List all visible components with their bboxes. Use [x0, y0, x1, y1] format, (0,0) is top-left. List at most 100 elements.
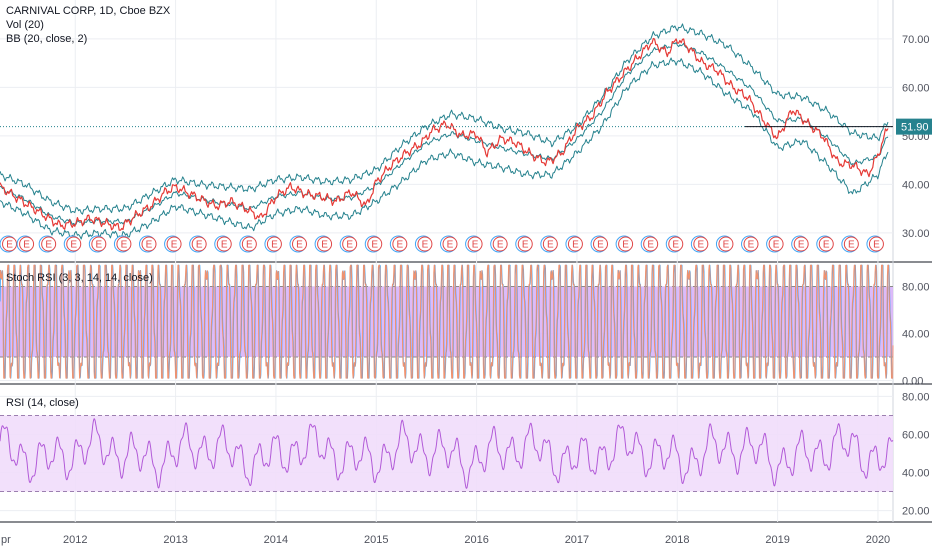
stoch-legend: Stoch RSI (3, 3, 14, 14, close) [6, 271, 153, 285]
earnings-marker [718, 236, 734, 252]
earnings-marker-label: E [321, 240, 328, 251]
earnings-marker [41, 236, 57, 252]
earnings-marker [2, 236, 18, 252]
bb-basis-line [0, 42, 889, 226]
stoch-y-tick-label: 80.00 [902, 281, 930, 293]
earnings-marker-label: E [271, 240, 278, 251]
earnings-marker-label: E [296, 240, 303, 251]
earnings-marker-label: E [672, 240, 679, 251]
earnings-marker [116, 236, 132, 252]
earnings-marker-label: E [823, 240, 830, 251]
earnings-marker [843, 236, 859, 252]
earnings-marker-label: E [848, 240, 855, 251]
last-price-label: 51.90 [901, 122, 929, 134]
x-tick-label: 2017 [565, 534, 589, 546]
earnings-marker-label: E [572, 240, 579, 251]
earnings-marker-label: E [798, 240, 805, 251]
earnings-marker [743, 236, 759, 252]
main-legend: CARNIVAL CORP, 1D, Cboe BZX Vol (20) BB … [6, 4, 170, 46]
earnings-marker [367, 236, 383, 252]
earnings-marker [542, 236, 558, 252]
rsi-y-tick-label: 80.00 [902, 391, 930, 403]
earnings-marker-label: E [171, 240, 178, 251]
x-tick-label: 2015 [364, 534, 388, 546]
earnings-marker [593, 236, 609, 252]
earnings-marker-label: E [246, 240, 253, 251]
x-tick-label: 2016 [464, 534, 488, 546]
earnings-marker [417, 236, 433, 252]
stoch-title[interactable]: Stoch RSI (3, 3, 14, 14, close) [6, 272, 153, 284]
earnings-marker-label: E [23, 240, 30, 251]
main-title[interactable]: CARNIVAL CORP, 1D, Cboe BZX [6, 5, 171, 17]
earnings-marker [818, 236, 834, 252]
earnings-marker [392, 236, 408, 252]
earnings-marker [517, 236, 533, 252]
earnings-marker [216, 236, 232, 252]
earnings-marker-label: E [45, 240, 52, 251]
earnings-marker-label: E [547, 240, 554, 251]
rsi-line [0, 418, 894, 489]
earnings-marker [141, 236, 157, 252]
earnings-marker-label: E [346, 240, 353, 251]
earnings-marker-label: E [873, 240, 880, 251]
earnings-marker [342, 236, 358, 252]
earnings-marker-label: E [397, 240, 404, 251]
earnings-marker [668, 236, 684, 252]
rsi-y-tick-label: 40.00 [902, 468, 930, 480]
earnings-marker-label: E [723, 240, 730, 251]
earnings-marker-label: E [371, 240, 378, 251]
earnings-marker-label: E [422, 240, 429, 251]
earnings-marker-label: E [196, 240, 203, 251]
price-y-tick-label: 60.00 [902, 82, 930, 94]
earnings-marker [19, 236, 35, 252]
earnings-marker [618, 236, 634, 252]
close-price-line [0, 37, 889, 231]
volume-legend[interactable]: Vol (20) [6, 19, 44, 31]
earnings-marker-label: E [146, 240, 153, 251]
x-tick-label: 2012 [63, 534, 87, 546]
bb-lower-line [0, 57, 889, 240]
earnings-marker-label: E [221, 240, 228, 251]
x-tick-label: 2014 [264, 534, 288, 546]
price-y-tick-label: 40.00 [902, 179, 930, 191]
earnings-marker [91, 236, 107, 252]
earnings-marker [442, 236, 458, 252]
axis-layer: pr 2012 2013 2014 2015 2016 2017 2018 2019 2020 30… [1, 34, 932, 546]
stoch-y-tick-label: 0.00 [902, 375, 923, 387]
earnings-marker [793, 236, 809, 252]
earnings-marker-label: E [121, 240, 128, 251]
earnings-marker-label: E [773, 240, 780, 251]
earnings-marker-label: E [70, 240, 77, 251]
earnings-marker [567, 236, 583, 252]
earnings-marker-label: E [647, 240, 654, 251]
price-y-tick-label: 30.00 [902, 228, 930, 240]
x-tick-label: pr [1, 534, 11, 546]
earnings-marker-label: E [622, 240, 629, 251]
earnings-marker [266, 236, 282, 252]
earnings-marker [693, 236, 709, 252]
earnings-marker-label: E [748, 240, 755, 251]
price-y-tick-label: 70.00 [902, 34, 930, 46]
last-price-tag [896, 118, 932, 135]
stoch-d-line [0, 264, 894, 379]
earnings-marker [66, 236, 82, 252]
earnings-marker [191, 236, 207, 252]
earnings-marker-label: E [698, 240, 705, 251]
earnings-marker-label: E [522, 240, 529, 251]
earnings-marker-label: E [95, 240, 102, 251]
earnings-marker [241, 236, 257, 252]
earnings-marker-label: E [472, 240, 479, 251]
x-tick-label: 2013 [163, 534, 187, 546]
earnings-marker-label: E [6, 240, 13, 251]
bollinger-legend[interactable]: BB (20, close, 2) [6, 33, 88, 45]
earnings-marker [292, 236, 308, 252]
x-tick-label: 2019 [765, 534, 789, 546]
rsi-y-tick-label: 20.00 [902, 506, 930, 518]
stoch-y-tick-label: 40.00 [902, 328, 930, 340]
earnings-marker [643, 236, 659, 252]
x-tick-label: 2018 [665, 534, 689, 546]
rsi-title[interactable]: RSI (14, close) [6, 397, 79, 409]
